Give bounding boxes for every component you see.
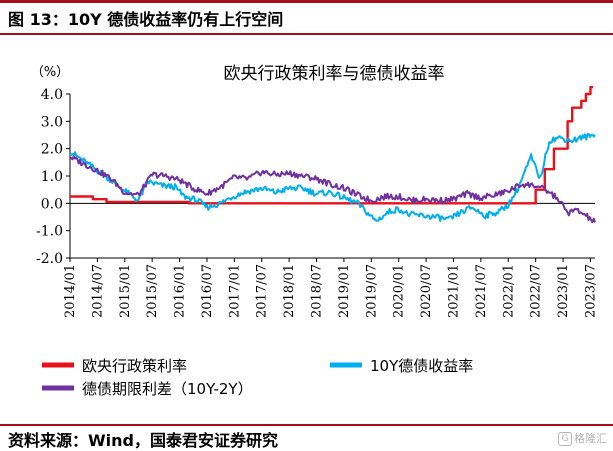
- x-tick-label: 2018/01: [282, 264, 297, 318]
- chart: 欧央行政策利率与德债收益率 （%） -2.0 -1.0 0.0 1.0 2.0 3.0 4.…: [31, 64, 599, 398]
- x-tick-label: 2022/07: [529, 264, 544, 318]
- x-tick-label: 2014/07: [90, 264, 105, 318]
- y-tick-label: 3.0: [41, 114, 63, 130]
- x-tick-label: 2017/07: [255, 264, 270, 318]
- legend-label-policy_rate: 欧央行政策利率: [82, 357, 187, 375]
- series-lines: [69, 85, 596, 224]
- x-tick-label: 2016/07: [200, 264, 215, 318]
- y-tick-label: 1.0: [41, 169, 63, 185]
- y-tick-label: 2.0: [41, 142, 63, 158]
- x-tick-label: 2022/01: [501, 264, 516, 318]
- x-tick-label: 2015/01: [118, 264, 133, 318]
- x-tick-label: 2023/07: [583, 264, 598, 318]
- x-tick-label: 2015/07: [145, 264, 160, 318]
- x-tick-label: 2021/01: [446, 264, 461, 318]
- watermark-logo-icon: G: [558, 432, 572, 446]
- x-tick-label: 2021/07: [474, 264, 489, 318]
- x-tick-label: 2020/07: [419, 264, 434, 318]
- series-line-policy_rate: [70, 85, 593, 205]
- legend-label-bund_10y: 10Y德债收益率: [370, 357, 473, 375]
- x-tick-label: 2018/07: [310, 264, 325, 318]
- x-tick-label: 2019/01: [337, 264, 352, 318]
- chart-title: 欧央行政策利率与德债收益率: [224, 64, 445, 84]
- x-ticks: 2014/01 2014/07 2015/01 2015/07 2016/01 2016/…: [63, 258, 598, 318]
- series-line-spread: [69, 155, 596, 224]
- y-tick-label: 4.0: [41, 87, 63, 103]
- watermark-text: 格隆汇: [574, 432, 607, 445]
- x-tick-label: 2017/01: [227, 264, 242, 318]
- x-tick-label: 2016/01: [173, 264, 188, 318]
- x-tick-label: 2020/01: [392, 264, 407, 318]
- y-axis-label: （%）: [31, 65, 69, 80]
- figure-title: 图 13：10Y 德债收益率仍有上行空间: [8, 10, 284, 29]
- bottom-rule: [0, 424, 613, 426]
- x-tick-label: 2014/01: [63, 264, 78, 318]
- y-tick-label: 0.0: [41, 196, 63, 212]
- title-rule: [0, 33, 613, 35]
- x-tick-label: 2023/01: [556, 264, 571, 318]
- source-note: 资料来源：Wind，国泰君安证券研究: [8, 431, 278, 450]
- y-tick-label: -1.0: [36, 224, 63, 240]
- top-rule: [0, 0, 613, 3]
- watermark: G 格隆汇: [558, 430, 607, 446]
- y-ticks: -2.0 -1.0 0.0 1.0 2.0 3.0 4.0: [36, 87, 70, 267]
- series-line-bund_10y: [69, 132, 596, 222]
- x-tick-label: 2019/07: [364, 264, 379, 318]
- legend-label-spread: 德债期限利差（10Y-2Y）: [82, 380, 253, 398]
- y-tick-label: -2.0: [36, 251, 63, 267]
